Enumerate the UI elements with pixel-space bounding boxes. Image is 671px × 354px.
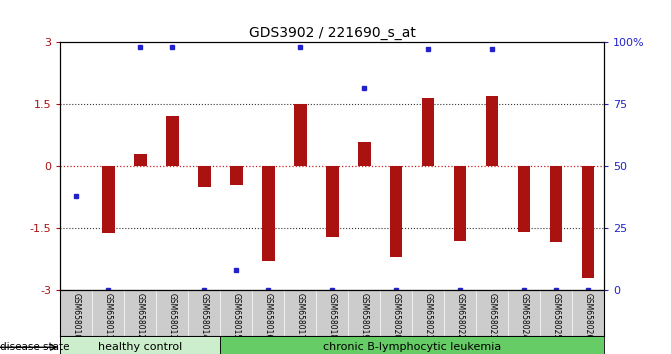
Text: GSM658015: GSM658015: [231, 292, 241, 339]
Text: healthy control: healthy control: [98, 342, 183, 352]
Text: GSM658013: GSM658013: [168, 292, 176, 339]
Text: GSM658011: GSM658011: [104, 292, 113, 339]
Text: GSM658022: GSM658022: [456, 292, 464, 339]
Bar: [230, 166, 243, 185]
Text: chronic B-lymphocytic leukemia: chronic B-lymphocytic leukemia: [323, 342, 501, 352]
Bar: [390, 166, 403, 257]
Text: GSM658012: GSM658012: [136, 292, 145, 339]
Text: GSM658025: GSM658025: [552, 292, 560, 339]
Text: GSM658020: GSM658020: [392, 292, 401, 339]
Bar: [325, 166, 339, 238]
Bar: [134, 154, 147, 166]
Text: GSM658018: GSM658018: [327, 292, 337, 339]
Text: GSM658014: GSM658014: [200, 292, 209, 339]
Bar: [102, 166, 115, 233]
Bar: [358, 142, 370, 166]
Bar: [60, 336, 220, 354]
Bar: [294, 104, 307, 166]
Bar: [550, 166, 562, 241]
Bar: [220, 336, 604, 354]
Bar: [198, 166, 211, 187]
Text: GSM658019: GSM658019: [360, 292, 368, 339]
Text: GSM658017: GSM658017: [296, 292, 305, 339]
Bar: [421, 98, 434, 166]
Text: GSM658024: GSM658024: [519, 292, 529, 339]
Text: disease state: disease state: [0, 342, 70, 352]
Bar: [486, 96, 499, 166]
Bar: [454, 166, 466, 241]
Text: GSM658016: GSM658016: [264, 292, 272, 339]
Title: GDS3902 / 221690_s_at: GDS3902 / 221690_s_at: [249, 26, 415, 40]
Bar: [166, 116, 178, 166]
Text: GSM658026: GSM658026: [583, 292, 592, 339]
Bar: [262, 166, 274, 261]
Bar: [582, 166, 595, 278]
Text: GSM658010: GSM658010: [72, 292, 81, 339]
Bar: [517, 166, 530, 233]
Text: GSM658021: GSM658021: [423, 292, 433, 339]
Text: GSM658023: GSM658023: [488, 292, 497, 339]
